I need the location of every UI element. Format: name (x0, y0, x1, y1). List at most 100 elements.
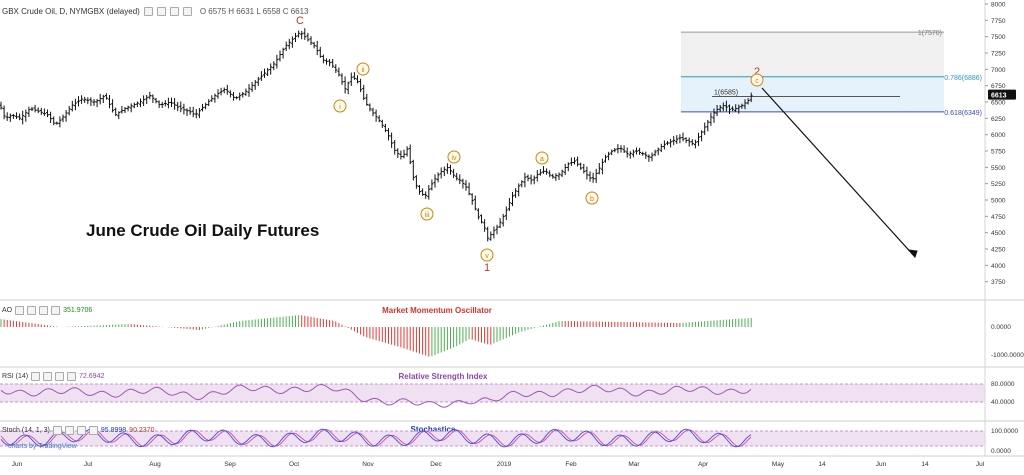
wave-sub-c: c (755, 78, 759, 85)
wave-sub-a-ring (535, 151, 549, 165)
ohlc-bar (318, 46, 322, 58)
ohlc-bar (449, 164, 452, 175)
ohlc-bar (641, 151, 645, 156)
ohlc-bar (480, 214, 483, 224)
stoch-value-d: 90.2370 (129, 426, 155, 434)
ohlc-bar (86, 97, 90, 105)
rsi-label[interactable]: RSI (14) (2, 372, 29, 380)
ao-settings-icon[interactable] (27, 305, 37, 315)
eye-icon[interactable] (143, 6, 153, 16)
stoch-close-icon[interactable] (76, 425, 86, 435)
ohlc-bar (328, 59, 332, 67)
ohlc-bar (545, 168, 549, 175)
ohlc-bar (194, 109, 198, 119)
time-tick-label: Mar (628, 461, 640, 468)
ao-eye-icon[interactable] (15, 305, 25, 315)
ohlc-bar (346, 81, 350, 95)
ohlc-bar (597, 163, 601, 175)
ohlc-bar (579, 162, 583, 170)
wave-sub-a: a (540, 156, 544, 163)
time-tick-label: Sep (224, 461, 236, 468)
time-tick-label: Apr (698, 461, 709, 468)
ohlc-bar (362, 84, 366, 101)
stoch-more-icon[interactable] (88, 425, 98, 435)
ohlc-bar (709, 112, 713, 126)
ohlc-bar (700, 130, 704, 142)
ohlc-bar (681, 132, 685, 142)
last-price-label: 6613 (991, 93, 1007, 100)
rsi-close-icon[interactable] (55, 371, 65, 381)
ohlc-bar (703, 122, 707, 135)
ohlc-bar (135, 101, 139, 108)
ao-more-icon[interactable] (51, 305, 61, 315)
rsi-settings-icon[interactable] (43, 371, 53, 381)
ohlc-bar (126, 105, 130, 112)
ohlc-bar (542, 166, 545, 174)
ohlc-bar (464, 180, 468, 191)
ohlc-bar (98, 93, 102, 105)
ao-label[interactable]: AO (2, 306, 13, 314)
fib-zone-upper (681, 32, 944, 77)
ohlc-bar (210, 95, 214, 102)
ohlc-bar (656, 147, 660, 156)
ohlc-bar (430, 179, 434, 191)
ohlc-bar (399, 150, 403, 160)
ohlc-bar (427, 184, 431, 200)
ao-close-icon[interactable] (39, 305, 49, 315)
tradingview-watermark[interactable]: charts by TradingView (8, 443, 77, 450)
ohlc-bar (721, 102, 725, 112)
ohlc-bar (120, 105, 124, 114)
ao-tick-top: 0.0000 (991, 324, 1011, 331)
ohlc-bar (67, 105, 71, 116)
wave-sub-b-ring (585, 191, 599, 205)
fib-label-786: 0.786(6886) (944, 75, 982, 82)
ohlc-bar (666, 141, 669, 146)
more-icon[interactable] (182, 6, 192, 16)
symbol-title[interactable]: GBX Crude Oil, D, NYMGBX (delayed) (2, 6, 140, 16)
stoch-eye-icon[interactable] (52, 425, 62, 435)
rsi-band (0, 384, 985, 402)
ohlc-bar (368, 103, 372, 112)
wave-sub-iv: iv (451, 155, 457, 162)
ohlc-bar (647, 154, 651, 162)
ohlc-bar (325, 58, 328, 65)
wave-sub-ii-ring (356, 62, 370, 76)
ohlc-bar (235, 96, 239, 100)
settings-icon[interactable] (156, 6, 166, 16)
stoch-header: Stoch (14, 1, 3) 95.8998 90.2370 (2, 424, 154, 436)
ohlc-bar (46, 109, 49, 118)
ohlc-bar (616, 144, 620, 154)
close-icon[interactable] (169, 6, 179, 16)
ohlc-bar (743, 99, 747, 110)
stoch-settings-icon[interactable] (64, 425, 74, 435)
ohlc-bar (706, 119, 710, 132)
ohlc-bar (724, 100, 728, 112)
ext-label-1: 1(6585) (714, 89, 738, 96)
ohlc-bar (653, 149, 657, 157)
stoch-label[interactable]: Stoch (14, 1, 3) (2, 426, 50, 434)
ohlc-bar (501, 213, 505, 227)
ohlc-bar (191, 106, 195, 118)
ohlc-bar (185, 108, 189, 116)
ohlc-bar (0, 101, 3, 110)
rsi-more-icon[interactable] (67, 371, 77, 381)
ohlc-bar (600, 158, 604, 175)
rsi-eye-icon[interactable] (31, 371, 41, 381)
ohlc-bar (232, 91, 235, 101)
ohlc-bar (281, 47, 285, 59)
ohlc-bar (610, 149, 614, 156)
ohlc-bar (551, 173, 555, 179)
ohlc-bar (272, 61, 276, 71)
ohlc-bar (290, 36, 294, 48)
ohlc-bar (225, 84, 229, 95)
ohlc-bar (697, 132, 700, 146)
wave-sub-ii: ii (361, 67, 365, 74)
ohlc-bar (64, 109, 68, 122)
ohlc-bar (526, 174, 530, 182)
wave-label-2: 2 (754, 66, 760, 78)
ohlc-bar (287, 38, 291, 50)
ohlc-bar (380, 119, 384, 128)
price-tick-label: 7500 (991, 34, 1006, 41)
ohlc-bar (2, 105, 6, 120)
